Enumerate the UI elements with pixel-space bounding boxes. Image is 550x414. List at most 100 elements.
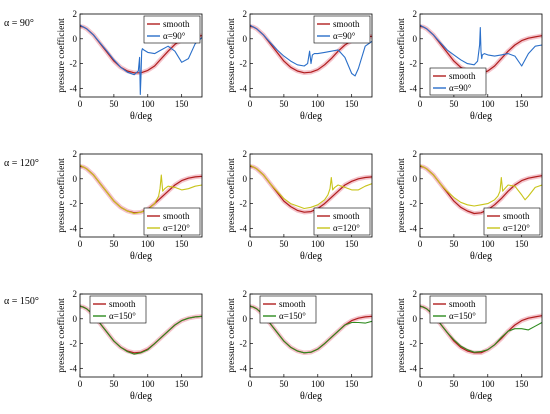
chart-5-ytick-label: -2 <box>410 199 418 209</box>
chart-7-xlabel: θ/deg <box>300 391 322 402</box>
chart-3-series-alpha <box>80 164 202 215</box>
chart-5-ytick-label: 0 <box>413 174 418 184</box>
chart-1-xtick-label: 0 <box>248 99 253 109</box>
chart-6-legend-label-0: smooth <box>109 299 136 309</box>
chart-4-legend: smooth α=120° <box>313 207 371 236</box>
chart-6-ytick-label: -4 <box>70 363 78 373</box>
row-label-alpha-150: α = 150° <box>4 296 39 307</box>
chart-7-ytick-label: -2 <box>240 339 248 349</box>
chart-5-axes-frame <box>419 153 543 238</box>
chart-1-ytick-label: 0 <box>243 34 248 44</box>
chart-1-ytick-label: 2 <box>243 9 248 19</box>
chart-1-axes-frame <box>249 13 373 98</box>
chart-1: 0 50 100 150 -4 -2 0 2 θ/deg pressure coefficient… <box>226 9 373 122</box>
chart-3-xtick-label: 150 <box>175 239 189 249</box>
chart-1-xtick-label: 100 <box>311 99 325 109</box>
chart-8-legend: smooth α=150° <box>429 295 487 324</box>
chart-6-legend-box <box>89 295 147 324</box>
chart-0-legend-label-1: α=90° <box>163 31 186 41</box>
chart-6-ytick-label: 0 <box>73 314 78 324</box>
chart-3-legend: smooth α=120° <box>143 207 201 236</box>
chart-6-legend-label-1: α=150° <box>109 311 136 321</box>
chart-7-legend-label-0: smooth <box>279 299 306 309</box>
chart-7-xtick-label: 100 <box>311 379 325 389</box>
chart-6-legend: smooth α=150° <box>89 295 147 324</box>
chart-2-legend-label-1: α=90° <box>449 83 472 93</box>
chart-3-xtick-label: 50 <box>109 239 119 249</box>
chart-6-axes-frame <box>79 293 203 378</box>
chart-8-xtick-label: 100 <box>481 379 495 389</box>
chart-8-legend-box <box>429 295 487 324</box>
chart-5: 0 50 100 150 -4 -2 0 2 θ/deg pressure coefficient… <box>396 149 543 262</box>
chart-4-ylabel: pressure coefficient <box>226 158 237 233</box>
chart-1-xtick-label: 50 <box>279 99 289 109</box>
chart-1-ylabel: pressure coefficient <box>226 18 237 93</box>
chart-1-legend-label-1: α=90° <box>333 31 356 41</box>
chart-6-xtick-label: 50 <box>109 379 119 389</box>
chart-4-legend-box <box>313 207 371 236</box>
chart-0-axes-frame <box>79 13 203 98</box>
row-label-alpha-120: α = 120° <box>4 158 39 169</box>
chart-7-axes-frame <box>249 293 373 378</box>
chart-8-legend-label-0: smooth <box>449 299 476 309</box>
chart-4: 0 50 100 150 -4 -2 0 2 θ/deg pressure coefficient… <box>226 149 373 262</box>
chart-8-series-alpha <box>420 305 542 353</box>
chart-4-xtick-label: 0 <box>248 239 253 249</box>
chart-3-xlabel: θ/deg <box>130 251 152 262</box>
chart-8: 0 50 100 150 -4 -2 0 2 θ/deg pressure coefficient… <box>396 289 543 402</box>
chart-6-xtick-label: 100 <box>141 379 155 389</box>
chart-7: 0 50 100 150 -4 -2 0 2 θ/deg pressure coefficient… <box>226 289 373 402</box>
chart-6-xtick-label: 150 <box>175 379 189 389</box>
chart-2-xlabel: θ/deg <box>470 111 492 122</box>
chart-4-ytick-label: -2 <box>240 199 248 209</box>
chart-8-ylabel: pressure coefficient <box>396 298 407 373</box>
chart-5-xtick-label: 150 <box>515 239 529 249</box>
chart-3-legend-label-1: α=120° <box>163 223 190 233</box>
chart-2-ylabel: pressure coefficient <box>396 18 407 93</box>
chart-8-ytick-label: -2 <box>410 339 418 349</box>
chart-5-xtick-label: 0 <box>418 239 423 249</box>
chart-0: 0 50 100 150 -4 -2 0 2 θ/deg pressure coefficient… <box>56 9 203 122</box>
chart-2-legend-box <box>429 67 487 96</box>
chart-5-ytick-label: 2 <box>413 149 418 159</box>
chart-4-series-smooth-band <box>250 164 372 215</box>
chart-6-series-alpha <box>80 305 202 355</box>
chart-4-xtick-label: 100 <box>311 239 325 249</box>
chart-1-legend-box <box>313 15 371 44</box>
chart-3-axes-frame <box>79 153 203 238</box>
chart-3: 0 50 100 150 -4 -2 0 2 θ/deg pressure coefficient… <box>56 149 203 262</box>
chart-2-legend: smooth α=90° <box>429 67 487 96</box>
chart-5-series-smooth <box>420 165 542 215</box>
chart-4-series-alpha <box>250 164 372 210</box>
chart-2: 0 50 100 150 -4 -2 0 2 θ/deg pressure coefficient… <box>396 9 543 122</box>
chart-2-ytick-label: -4 <box>410 83 418 93</box>
chart-2-legend-label-0: smooth <box>449 71 476 81</box>
chart-4-xtick-label: 150 <box>345 239 359 249</box>
chart-4-series-smooth <box>250 165 372 213</box>
chart-0-legend: smooth α=90° <box>143 15 201 44</box>
chart-5-legend-label-1: α=120° <box>503 223 530 233</box>
chart-5-xlabel: θ/deg <box>470 251 492 262</box>
chart-7-ylabel: pressure coefficient <box>226 298 237 373</box>
chart-8-xtick-label: 50 <box>449 379 459 389</box>
chart-7-xtick-label: 150 <box>345 379 359 389</box>
chart-6-xlabel: θ/deg <box>130 391 152 402</box>
chart-5-ylabel: pressure coefficient <box>396 158 407 233</box>
chart-4-xlabel: θ/deg <box>300 251 322 262</box>
chart-7-legend-box <box>259 295 317 324</box>
chart-2-ytick-label: 0 <box>413 34 418 44</box>
chart-4-plot-area <box>250 164 372 215</box>
chart-5-series-alpha <box>420 164 542 207</box>
chart-1-xlabel: θ/deg <box>300 111 322 122</box>
chart-5-ytick-label: -4 <box>410 223 418 233</box>
chart-0-xlabel: θ/deg <box>130 111 152 122</box>
chart-8-xlabel: θ/deg <box>470 391 492 402</box>
chart-6-ytick-label: 2 <box>73 289 78 299</box>
chart-7-legend: smooth α=150° <box>259 295 317 324</box>
chart-7-xtick-label: 0 <box>248 379 253 389</box>
chart-5-legend-label-0: smooth <box>503 211 530 221</box>
chart-6: 0 50 100 150 -4 -2 0 2 θ/deg pressure coefficient… <box>56 289 203 402</box>
chart-3-legend-label-0: smooth <box>163 211 190 221</box>
chart-7-legend-label-1: α=150° <box>279 311 306 321</box>
chart-7-ytick-label: 2 <box>243 289 248 299</box>
